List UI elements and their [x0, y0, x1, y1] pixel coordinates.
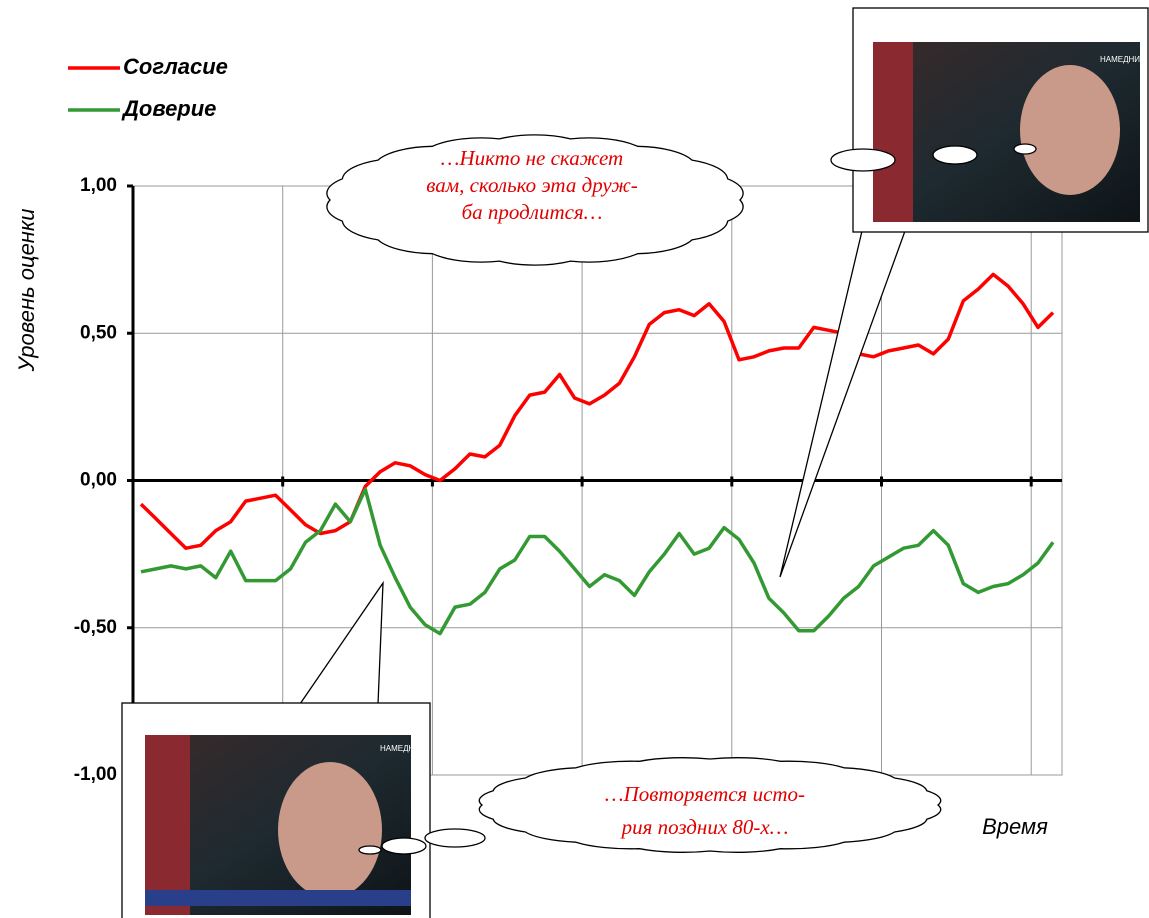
- series-line: [139, 272, 1055, 550]
- y-axis-label: Уровень оценки: [14, 208, 39, 372]
- annotation: рия поздних 80-х…: [620, 815, 789, 839]
- legend-label: Доверие: [121, 96, 216, 121]
- thought-bubble: [381, 837, 427, 855]
- photo-face: [1020, 65, 1120, 195]
- photo-caption: НАМЕДНИ: [1100, 55, 1140, 64]
- annotation: …Повторяется исто-: [605, 782, 805, 806]
- photo-flag: [145, 735, 190, 915]
- y-tick-label: -0,50: [74, 617, 117, 638]
- annotation: …Никто не скажет: [441, 146, 623, 170]
- y-tick-label: -1,00: [74, 764, 117, 785]
- thought-cloud: [326, 134, 744, 266]
- thought-bubble: [424, 828, 486, 848]
- thought-cloud: [478, 757, 942, 853]
- x-axis-label: Время: [982, 814, 1048, 839]
- photo-caption: НАМЕДНИ: [380, 744, 420, 753]
- photo-band: [145, 890, 411, 906]
- callout-pointer: [779, 230, 906, 578]
- annotation: ба продлится…: [462, 200, 603, 224]
- callout-pointer: [298, 580, 384, 705]
- thought-bubble: [1013, 143, 1037, 155]
- photo-flag: [873, 42, 913, 222]
- photo-face: [278, 762, 382, 898]
- thought-bubble: [358, 845, 382, 855]
- series-line: [140, 487, 1055, 636]
- y-tick-label: 1,00: [80, 175, 117, 196]
- thought-bubble: [830, 148, 896, 172]
- legend-label: Согласие: [123, 54, 228, 79]
- y-tick-label: 0,00: [80, 470, 117, 491]
- annotation: вам, сколько эта друж-: [426, 173, 638, 197]
- thought-bubble: [932, 145, 978, 165]
- y-tick-label: 0,50: [80, 322, 117, 343]
